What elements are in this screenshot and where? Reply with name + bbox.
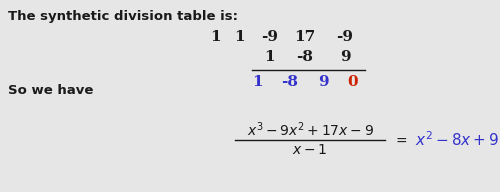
Text: -9: -9 <box>262 30 278 44</box>
Text: 1: 1 <box>210 30 220 44</box>
Text: 1: 1 <box>252 75 264 89</box>
Text: $=$: $=$ <box>392 133 407 147</box>
Text: 1: 1 <box>234 30 246 44</box>
Text: $x - 1$: $x - 1$ <box>292 143 328 157</box>
Text: 9: 9 <box>340 50 350 64</box>
Text: 0: 0 <box>348 75 358 89</box>
Text: The synthetic division table is:: The synthetic division table is: <box>8 10 238 23</box>
Text: $x^2 - 8x + 9$: $x^2 - 8x + 9$ <box>415 131 499 149</box>
Text: -9: -9 <box>336 30 353 44</box>
Text: So we have: So we have <box>8 84 93 97</box>
Text: 1: 1 <box>264 50 276 64</box>
Text: $x^3 - 9x^2 + 17x - 9$: $x^3 - 9x^2 + 17x - 9$ <box>246 121 374 139</box>
Text: 9: 9 <box>318 75 328 89</box>
Text: -8: -8 <box>282 75 298 89</box>
Text: -8: -8 <box>296 50 314 64</box>
Text: 17: 17 <box>294 30 316 44</box>
